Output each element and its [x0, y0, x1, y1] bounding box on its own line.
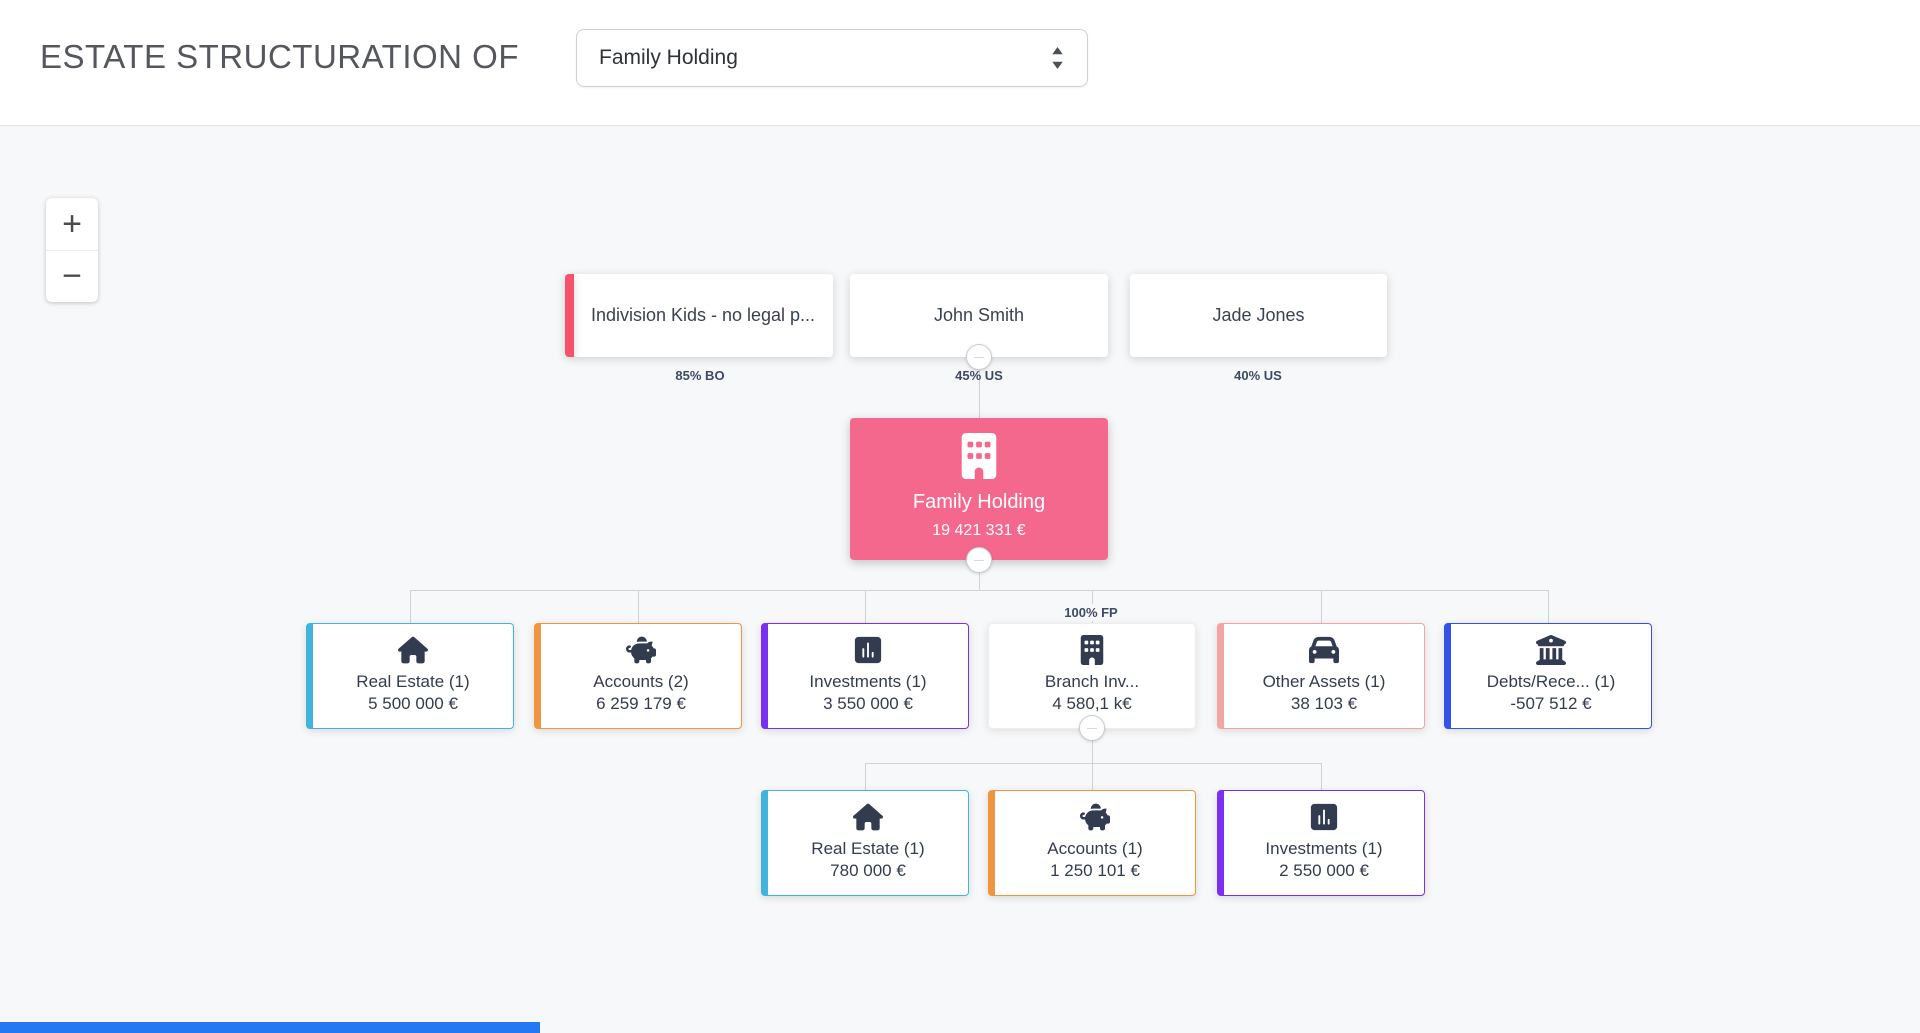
diagram-canvas[interactable] — [0, 127, 1920, 1033]
connector-line — [1092, 763, 1093, 790]
owner-card-indivision-kids[interactable]: Indivision Kids - no legal p... — [565, 274, 833, 357]
asset-label: Real Estate (1) — [811, 839, 925, 858]
asset-card-debts-receivables[interactable]: Debts/Rece... (1) -507 512 € — [1444, 623, 1652, 729]
piggy-bank-icon — [626, 635, 656, 665]
asset-card-other-assets[interactable]: Other Assets (1) 38 103 € — [1217, 623, 1425, 729]
asset-card-real-estate-branch[interactable]: Real Estate (1) 780 000 € — [761, 790, 969, 896]
asset-card-accounts[interactable]: Accounts (2) 6 259 179 € — [534, 623, 742, 729]
asset-label: Branch Inv... — [1044, 672, 1140, 691]
app-header: ESTATE STRUCTURATION OF Family Holding — [0, 0, 1920, 126]
bar-chart-icon — [1309, 802, 1339, 832]
root-node-family-holding[interactable]: Family Holding 19 421 331 € — [850, 418, 1108, 560]
ownership-share-label: 45% US — [955, 368, 1003, 383]
owner-name: Jade Jones — [1212, 305, 1305, 325]
connector-line — [410, 590, 1549, 591]
asset-card-investments-branch[interactable]: Investments (1) 2 550 000 € — [1217, 790, 1425, 896]
zoom-in-button[interactable]: + — [62, 204, 82, 243]
home-icon — [398, 635, 428, 665]
owner-card-jade-jones[interactable]: Jade Jones — [1130, 274, 1387, 357]
asset-label: Accounts (2) — [593, 672, 689, 691]
piggy-bank-icon — [1080, 802, 1110, 832]
car-icon — [1309, 635, 1339, 665]
entity-select[interactable]: Family Holding — [576, 29, 1088, 87]
asset-label: Real Estate (1) — [356, 672, 470, 691]
asset-label: Investments (1) — [809, 672, 927, 691]
connector-line — [638, 590, 639, 623]
asset-value: 5 500 000 € — [368, 694, 458, 713]
asset-value: 780 000 € — [830, 861, 906, 880]
asset-value: 4 580,1 k€ — [1052, 694, 1132, 713]
bank-icon — [1535, 635, 1566, 665]
connector-line — [1092, 728, 1093, 763]
asset-card-branch-inv[interactable]: Branch Inv... 4 580,1 k€ — [988, 623, 1196, 729]
connector-line — [1548, 590, 1549, 623]
asset-card-accounts-branch[interactable]: Accounts (1) 1 250 101 € — [988, 790, 1196, 896]
owner-name: John Smith — [933, 305, 1025, 325]
ownership-share-label: 40% US — [1234, 368, 1282, 383]
owner-card-john-smith[interactable]: John Smith — [850, 274, 1108, 357]
collapse-toggle[interactable] — [966, 547, 992, 573]
node-label: Family Holding — [912, 491, 1046, 513]
connector-line — [865, 763, 1322, 764]
asset-value: 1 250 101 € — [1050, 861, 1140, 880]
home-icon — [853, 802, 883, 832]
connector-line — [979, 560, 980, 591]
page-title: ESTATE STRUCTURATION OF — [40, 38, 519, 75]
ownership-share-label: 85% BO — [675, 368, 725, 383]
asset-value: -507 512 € — [1510, 694, 1592, 713]
connector-line — [865, 763, 866, 790]
building-icon — [956, 433, 1002, 479]
owner-name: Indivision Kids - no legal p... — [590, 305, 816, 325]
connector-line — [865, 590, 866, 623]
connector-line — [1321, 763, 1322, 790]
collapse-toggle[interactable] — [1079, 715, 1105, 741]
asset-value: 38 103 € — [1290, 694, 1358, 713]
ownership-edge-label: 100% FP — [1059, 604, 1123, 621]
horizontal-scrollbar-thumb[interactable] — [0, 1022, 540, 1033]
zoom-controls: + − — [46, 198, 98, 302]
node-value: 19 421 331 € — [932, 522, 1026, 539]
bar-chart-icon — [853, 635, 883, 665]
asset-card-investments[interactable]: Investments (1) 3 550 000 € — [761, 623, 969, 729]
asset-label: Other Assets (1) — [1262, 672, 1386, 691]
asset-card-real-estate[interactable]: Real Estate (1) 5 500 000 € — [306, 623, 514, 729]
asset-value: 6 259 179 € — [596, 694, 686, 713]
asset-label: Investments (1) — [1265, 839, 1383, 858]
connector-line — [979, 357, 980, 418]
building-icon — [1077, 635, 1107, 665]
zoom-out-button[interactable]: − — [46, 250, 98, 302]
asset-value: 2 550 000 € — [1279, 861, 1369, 880]
connector-line — [410, 590, 411, 623]
collapse-toggle[interactable] — [966, 344, 992, 370]
entity-select-value: Family Holding — [599, 46, 738, 69]
connector-line — [1321, 590, 1322, 623]
asset-value: 3 550 000 € — [823, 694, 913, 713]
asset-label: Debts/Rece... (1) — [1486, 672, 1616, 691]
asset-label: Accounts (1) — [1047, 839, 1143, 858]
select-updown-icon — [1050, 46, 1065, 70]
